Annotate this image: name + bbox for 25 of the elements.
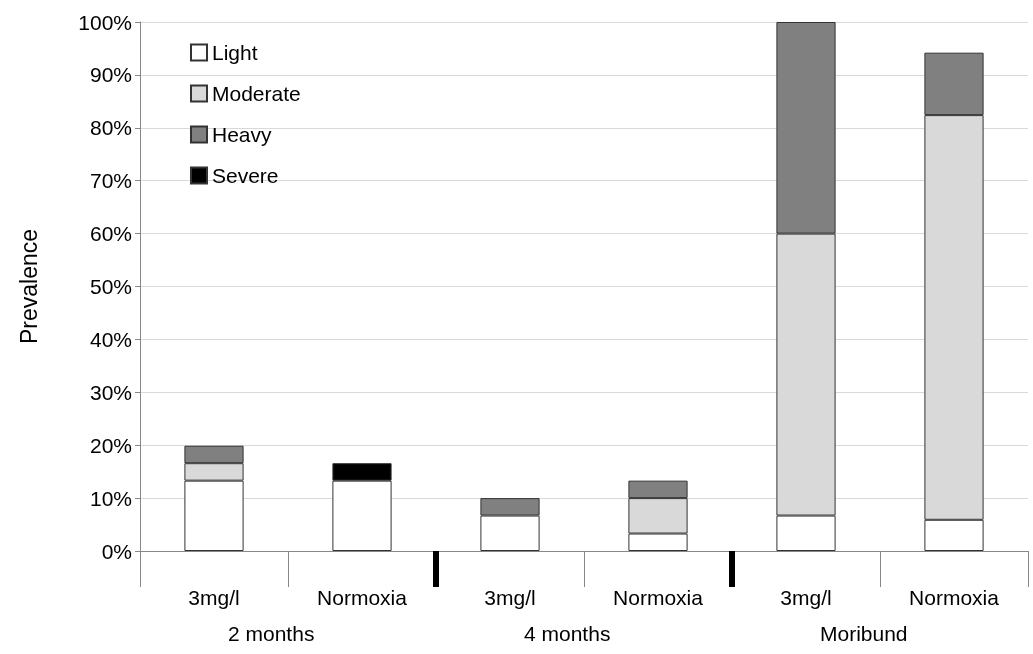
x-tick-label: Normoxia	[613, 586, 704, 609]
legend-label: Severe	[212, 164, 279, 187]
x-tick-label: 3mg/l	[188, 586, 240, 609]
y-tick-label: 60%	[89, 222, 132, 246]
text: 4 months	[524, 622, 611, 645]
text: Moribund	[820, 622, 908, 645]
legend-label: Moderate	[212, 82, 301, 105]
y-tick-label: 30%	[89, 380, 132, 404]
y-tick-label: 50%	[89, 275, 132, 298]
y-tick-label: 80%	[89, 116, 132, 140]
legend-label: Heavy	[212, 123, 273, 146]
legend-label: Light	[212, 41, 258, 64]
y-tick-label: 20%	[89, 433, 132, 457]
x-tick-label: 3mg/l	[780, 586, 832, 609]
x-tick-label: Normoxia	[909, 586, 1000, 609]
y-tick-label: 0%	[101, 539, 132, 563]
y-tick-label: 70%	[89, 169, 132, 193]
x-tick-label: 3mg/l	[484, 586, 536, 609]
y-tick-label: 40%	[89, 327, 132, 351]
x-tick-label: Normoxia	[317, 586, 408, 609]
y-tick-label: 100%	[78, 10, 132, 34]
text: 2 months	[228, 622, 315, 645]
y-tick-label: 10%	[89, 486, 132, 510]
y-axis-title: Prevalence	[15, 228, 42, 345]
y-tick-label: 90%	[89, 63, 132, 87]
